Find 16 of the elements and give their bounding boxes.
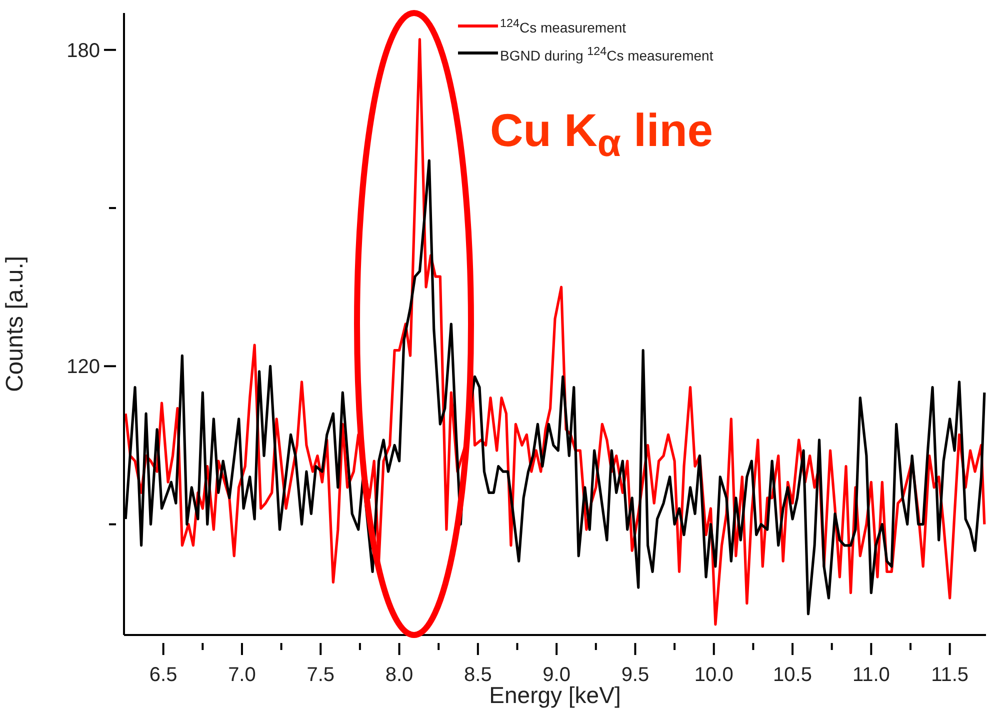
legend-label: BGND during $^{124}$Cs measurement	[500, 44, 714, 66]
x-tick-label: 7.0	[228, 664, 256, 686]
y-tick-label: 180	[66, 40, 100, 62]
x-tick-label: 10.0	[694, 664, 734, 686]
annotation: Cu K$_{α}$ line	[490, 103, 713, 166]
x-tick-label: 8.5	[464, 664, 492, 686]
legend-label: $^{124}$Cs measurement	[500, 16, 626, 38]
y-tick-label: 120	[66, 356, 100, 378]
x-tick-label: 6.5	[149, 664, 178, 686]
x-tick-label: 11.5	[931, 664, 969, 686]
x-tick-label: 8.0	[385, 664, 414, 686]
x-tick-label: 11.0	[852, 664, 890, 686]
y-axis-title: Counts [a.u.]	[2, 256, 29, 392]
x-tick-label: 7.5	[306, 664, 335, 686]
x-tick-label: 9.5	[621, 664, 650, 686]
x-tick-label: 10.5	[773, 664, 812, 686]
